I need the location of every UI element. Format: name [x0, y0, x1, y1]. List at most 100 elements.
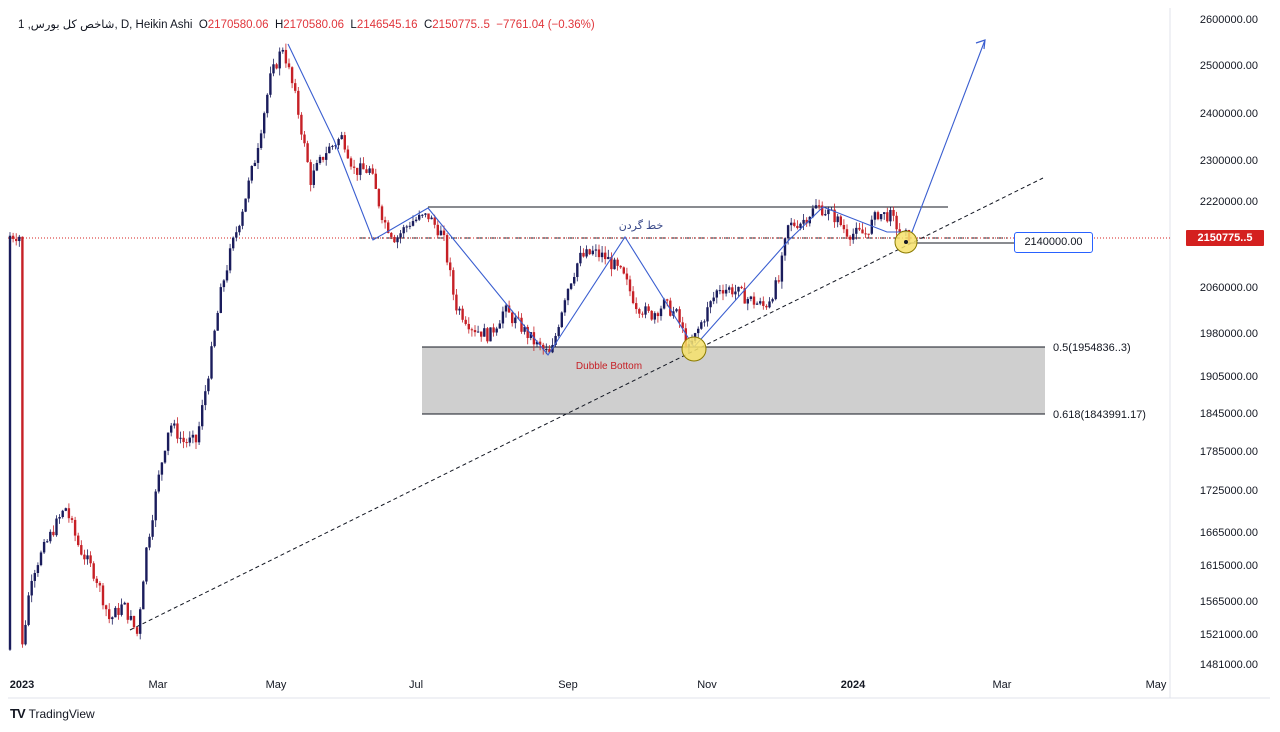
candle-body [278, 51, 281, 69]
candle-body [715, 290, 718, 298]
time-tick-label: May [266, 679, 287, 691]
candle-body [15, 238, 18, 242]
time-tick-label: Nov [697, 679, 717, 691]
price-callout[interactable]: 2140000.00 [1014, 232, 1093, 253]
candle-body [222, 280, 226, 288]
candle-body [489, 327, 492, 342]
candle-body [845, 229, 849, 237]
candle-body [49, 531, 52, 542]
candle-body [507, 305, 511, 313]
candle-body [504, 305, 508, 312]
candle-body [98, 582, 102, 586]
price-tick-label: 2060000.00 [1200, 282, 1258, 294]
candle-body [560, 312, 563, 328]
candle-body [225, 270, 229, 281]
candle-body [67, 508, 71, 519]
candle-body [796, 225, 799, 229]
candle-body [83, 554, 86, 560]
candle-body [848, 236, 852, 240]
time-tick-label: Mar [149, 679, 168, 691]
candle-body [501, 311, 505, 324]
candle-body [182, 437, 185, 443]
candle-body [173, 423, 176, 426]
candle-body [132, 615, 136, 628]
candle-body [873, 212, 877, 220]
close-label: C [423, 19, 433, 31]
candle-body [542, 344, 545, 350]
fib-upper-label: 0.5(1954836..3) [1053, 342, 1131, 354]
candle-body [73, 519, 77, 536]
candle-body [284, 49, 288, 64]
candle-body [700, 322, 703, 329]
candle-body [436, 224, 439, 236]
tradingview-brand[interactable]: TV TradingView [10, 706, 95, 721]
candle-body [591, 250, 594, 255]
candle-body [108, 609, 111, 620]
candle-body [879, 214, 883, 220]
candle-body [579, 252, 582, 264]
time-tick-label: Sep [558, 679, 578, 691]
symbol-name[interactable]: 1 ,شاخص کل بورس, D [18, 19, 130, 31]
candle-body [160, 462, 164, 475]
candle-body [452, 270, 455, 295]
candle-body [253, 162, 257, 167]
candle-body [576, 263, 579, 278]
candle-body [359, 163, 362, 175]
time-axis[interactable]: 2023 Mar May Jul Sep Nov 2024 Mar May [10, 679, 1167, 691]
candle-body [393, 236, 396, 243]
pattern-zigzag [287, 39, 986, 356]
candle-body [86, 555, 89, 560]
candle-body [582, 252, 585, 257]
candle-body [613, 259, 616, 270]
candle-body [597, 249, 601, 258]
candle-body [827, 209, 830, 215]
candle-body [46, 541, 49, 543]
candle-body [442, 230, 446, 236]
high-label: H [274, 19, 284, 31]
candle-body [569, 283, 573, 289]
candle-body [762, 301, 765, 306]
candle-body [18, 236, 21, 242]
candle-body [92, 563, 95, 579]
candle-body [780, 255, 784, 282]
neckline-label: خط گردن [619, 219, 664, 232]
candle-body [573, 277, 576, 284]
candle-body [321, 156, 325, 160]
candle-body [802, 219, 805, 224]
candle-body [535, 341, 539, 345]
candle-body [631, 291, 635, 304]
candle-body [176, 423, 179, 439]
candle-body [554, 335, 557, 345]
candle-body [783, 238, 787, 256]
candle-body [294, 83, 297, 91]
candle-body [408, 225, 412, 227]
candle-body [396, 237, 399, 243]
candle-body [724, 289, 728, 294]
candle-body [628, 279, 632, 292]
candle-body [418, 215, 421, 220]
candle-body [377, 188, 381, 207]
candle-body [529, 332, 532, 339]
candle-body [318, 156, 322, 163]
candle-body [842, 225, 846, 230]
pattern-label: Dubble Bottom [576, 361, 642, 372]
candle-body [600, 252, 604, 258]
candle-body [662, 299, 666, 309]
chart-style[interactable]: Heikin Ashi [135, 19, 193, 31]
candle-body [703, 321, 706, 323]
candle-body [740, 286, 743, 289]
candle-body [712, 297, 715, 302]
price-tick-label: 2500000.00 [1200, 60, 1258, 72]
candle-body [839, 216, 842, 226]
price-tick-label: 1481000.00 [1200, 659, 1258, 671]
candle-body [464, 319, 467, 324]
price-tick-label: 1565000.00 [1200, 596, 1258, 608]
candle-body [622, 267, 625, 274]
bottom-highlight [681, 336, 707, 362]
candle-body [734, 291, 737, 295]
candle-body [201, 405, 204, 427]
candle-body [607, 256, 610, 260]
candle-body [824, 214, 827, 216]
candle-body [486, 328, 489, 342]
